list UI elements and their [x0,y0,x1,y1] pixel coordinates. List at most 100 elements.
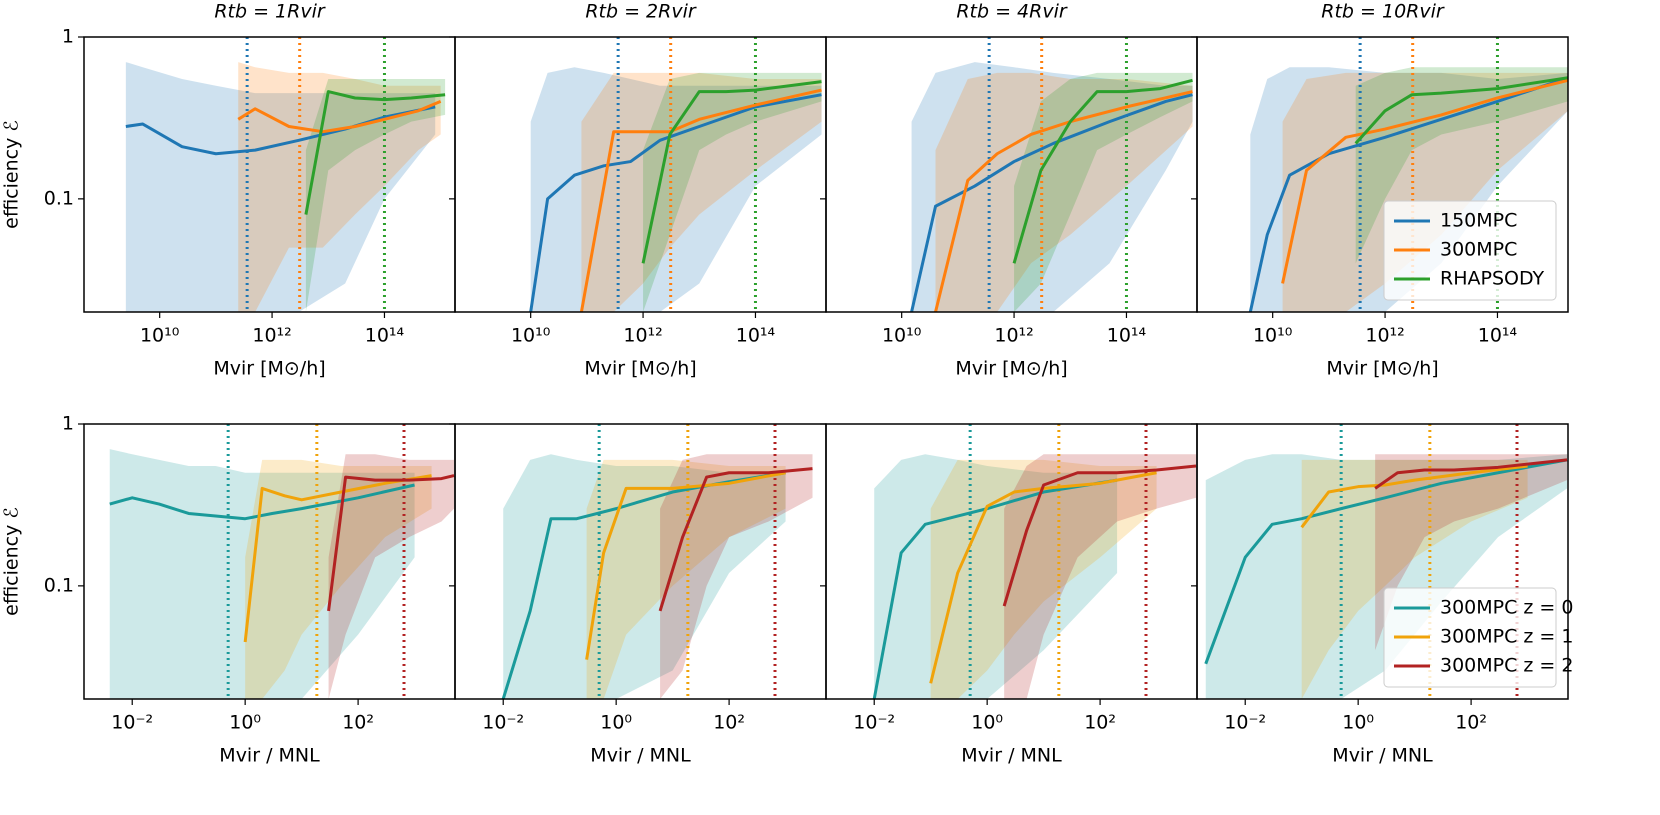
series-line [929,471,1157,684]
band [1301,459,1528,699]
x-axis-label: Mvir / MNL [590,745,691,767]
band [930,459,1157,699]
series-line [934,90,1193,312]
x-axis-label: Mvir / MNL [961,745,1062,767]
series-line [579,88,822,312]
axes-frame [1196,36,1569,313]
band [874,454,1118,699]
x-tick-label: 10¹⁴ [1478,325,1518,347]
series-line [1248,76,1568,312]
band [586,459,786,699]
series-line [1281,78,1568,284]
panel-title: Rtb = 10Rvir [1321,1,1445,23]
series-line [304,90,446,215]
y-tick-label: 0.1 [44,574,74,596]
band [328,454,455,699]
band [238,62,441,312]
panel-title: Rtb = 1Rvir [214,1,326,23]
x-tick-label: 10¹⁰ [140,325,179,347]
x-axis-label: Mvir / MNL [219,745,320,767]
x-tick-label: 10² [713,712,745,734]
x-axis-label: Mvir [M⊙/h] [584,358,696,380]
x-tick-label: 10⁰ [971,712,1003,734]
x-tick-label: 10⁻² [482,712,524,734]
x-tick-label: 10⁰ [229,712,261,734]
band [1205,454,1568,699]
band [530,67,822,312]
y-axis-label: efficiency ℰ [1,507,23,616]
band [503,454,786,699]
x-axis-label: Mvir [M⊙/h] [213,358,325,380]
series-line [327,474,455,612]
legend-label: RHAPSODY [1440,268,1545,290]
band [1014,72,1193,312]
band [1375,454,1568,651]
y-axis-label: efficiency ℰ [1,120,23,229]
series-line [1002,464,1197,607]
x-tick-label: 10¹⁰ [1253,325,1292,347]
x-tick-label: 10¹⁴ [1107,325,1147,347]
band [1004,454,1197,699]
x-tick-label: 10² [1455,712,1487,734]
series-line [529,93,822,312]
band [305,79,446,312]
series-line [243,474,432,643]
series-line [109,483,415,521]
x-tick-label: 10¹² [623,325,662,347]
x-tick-label: 10¹⁰ [882,325,921,347]
plot-area [125,37,446,312]
band [935,72,1193,312]
series-line [641,80,822,264]
legend-label: 300MPC z = 1 [1440,626,1573,648]
x-tick-label: 10¹⁰ [511,325,550,347]
x-tick-label: 10⁻² [1224,712,1266,734]
band [1282,72,1568,312]
x-tick-label: 10⁻² [111,712,153,734]
y-tick-label: 1 [62,26,74,48]
plot-area [1248,37,1568,312]
legend-label: 300MPC z = 2 [1440,655,1573,677]
series-line [1354,76,1568,145]
legend-box [1383,587,1557,688]
panel-title: Rtb = 4Rvir [956,1,1068,23]
plot-area [501,424,813,699]
band [643,72,822,312]
x-axis-label: Mvir [M⊙/h] [955,358,1067,380]
series-line [237,100,442,134]
legend-box [1383,200,1557,301]
band [911,62,1193,312]
x-tick-label: 10¹⁴ [365,325,405,347]
x-tick-label: 10⁻² [853,712,895,734]
y-tick-label: 1 [62,413,74,435]
panel-title: Rtb = 2Rvir [585,1,697,23]
band [245,459,432,699]
plot-area [872,424,1197,699]
x-tick-label: 10¹² [1365,325,1404,347]
axes-frame [1196,423,1569,700]
x-axis-label: Mvir / MNL [1332,745,1433,767]
series-line [872,478,1118,699]
x-tick-label: 10² [342,712,374,734]
series-line [585,471,786,660]
series-line [1300,464,1528,529]
series-line [1374,458,1568,490]
plot-area [529,37,822,312]
plot-area [109,424,455,699]
x-axis-label: Mvir [M⊙/h] [1326,358,1438,380]
x-tick-label: 10⁰ [600,712,632,734]
x-tick-label: 10¹⁴ [736,325,776,347]
band [1355,67,1568,264]
legend-label: 300MPC [1440,239,1517,261]
x-tick-label: 10¹² [252,325,291,347]
x-tick-label: 10² [1084,712,1116,734]
x-tick-label: 10¹² [994,325,1033,347]
series-line [1012,78,1193,264]
series-line [1204,458,1568,665]
legend-label: 300MPC z = 0 [1440,597,1573,619]
series-line [658,467,813,612]
x-tick-label: 10⁰ [1342,712,1374,734]
legend-label: 150MPC [1440,210,1517,232]
y-tick-label: 0.1 [44,187,74,209]
band [1250,67,1568,312]
